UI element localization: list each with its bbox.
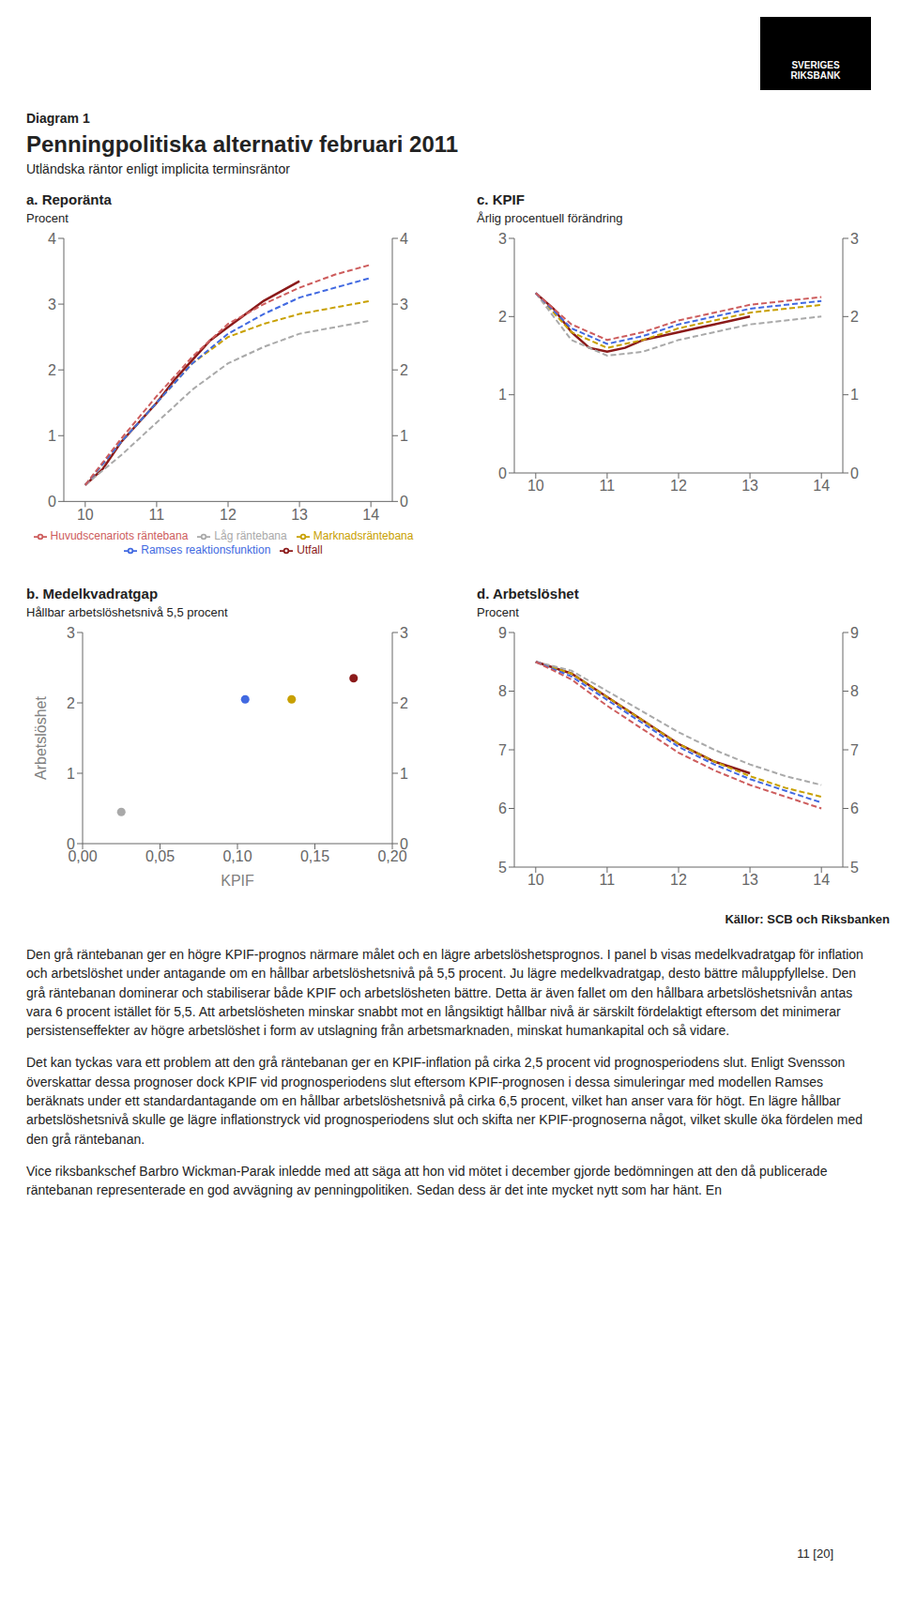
- svg-text:9: 9: [498, 625, 507, 642]
- svg-text:0,05: 0,05: [145, 848, 175, 865]
- html-text:Ramses reaktionsfunktion: Ramses reaktionsfunktion: [141, 543, 271, 557]
- svg-text:1: 1: [498, 386, 507, 403]
- svg-text:12: 12: [670, 871, 688, 888]
- svg-text:4: 4: [47, 230, 57, 247]
- svg-text:13: 13: [741, 871, 759, 888]
- html-text:Den grå räntebanan ger en högr: Den grå räntebanan ger en högre KPIF-pro…: [26, 946, 864, 1039]
- svg-text:3: 3: [399, 625, 409, 642]
- html-text:a. Reporänta: a. Reporänta: [26, 191, 112, 208]
- svg-text:14: 14: [812, 477, 830, 494]
- html-text:SVERIGES RIKSBANK: SVERIGES RIKSBANK: [790, 60, 841, 81]
- svg-text:0,10: 0,10: [222, 848, 252, 865]
- svg-text:6: 6: [498, 800, 507, 817]
- html-text:Årlig procentuell förändring: Årlig procentuell förändring: [476, 211, 623, 226]
- svg-text:5: 5: [850, 859, 859, 876]
- svg-text:0: 0: [498, 465, 507, 482]
- html-text:Procent: Procent: [476, 605, 519, 620]
- svg-text:3: 3: [47, 296, 57, 313]
- svg-text:10: 10: [527, 871, 545, 888]
- svg-text:3: 3: [399, 296, 409, 313]
- svg-text:KPIF: KPIF: [220, 872, 255, 889]
- svg-text:1: 1: [850, 386, 859, 403]
- svg-text:10: 10: [527, 477, 545, 494]
- svg-text:7: 7: [498, 742, 507, 759]
- svg-text:6: 6: [850, 800, 859, 817]
- html-text:Penningpolitiska alternativ fe: Penningpolitiska alternativ februari 201…: [26, 131, 459, 157]
- html-text:Utfall: Utfall: [296, 543, 323, 557]
- svg-text:5: 5: [498, 859, 507, 876]
- svg-text:3: 3: [66, 625, 76, 642]
- svg-text:0,00: 0,00: [67, 848, 98, 865]
- svg-text:14: 14: [812, 871, 830, 888]
- svg-text:3: 3: [850, 230, 859, 247]
- html-text:c. KPIF: c. KPIF: [476, 191, 525, 208]
- svg-text:11: 11: [599, 871, 616, 888]
- html-text:Det kan tyckas vara ett proble: Det kan tyckas vara ett problem att den …: [26, 1055, 863, 1147]
- html-text:Hållbar arbetslöshetsnivå 5,5: Hållbar arbetslöshetsnivå 5,5 procent: [26, 605, 228, 620]
- svg-text:7: 7: [850, 742, 859, 759]
- svg-text:0,15: 0,15: [300, 848, 330, 865]
- html-text:Vice riksbankschef Barbro Wick: Vice riksbankschef Barbro Wickman-Parak …: [26, 1163, 828, 1198]
- svg-text:2: 2: [399, 695, 409, 712]
- html-text:Procent: Procent: [26, 211, 69, 226]
- svg-text:0: 0: [399, 836, 409, 853]
- svg-text:2: 2: [850, 308, 859, 325]
- html-text:Låg räntebana: Låg räntebana: [214, 529, 287, 543]
- svg-text:1: 1: [66, 765, 76, 782]
- html-text:Huvudscenariots räntebana: Huvudscenariots räntebana: [50, 529, 188, 543]
- svg-text:11: 11: [599, 477, 616, 494]
- svg-text:3: 3: [498, 230, 507, 247]
- html-text:d. Arbetslöshet: d. Arbetslöshet: [476, 585, 579, 602]
- html-text:b. Medelkvadratgap: b. Medelkvadratgap: [26, 585, 158, 602]
- svg-text:2: 2: [47, 362, 57, 379]
- svg-text:0: 0: [850, 465, 859, 482]
- svg-text:2: 2: [399, 362, 409, 379]
- svg-text:4: 4: [399, 230, 409, 247]
- svg-text:2: 2: [498, 308, 507, 325]
- svg-text:1: 1: [399, 765, 409, 782]
- svg-text:12: 12: [670, 477, 688, 494]
- svg-text:0,20: 0,20: [377, 848, 407, 865]
- svg-text:8: 8: [498, 683, 507, 700]
- html-text:Marknadsräntebana: Marknadsräntebana: [313, 529, 414, 543]
- svg-text:1: 1: [399, 427, 409, 444]
- svg-text:12: 12: [219, 506, 237, 523]
- svg-text:0: 0: [47, 493, 57, 510]
- svg-text:9: 9: [850, 625, 859, 642]
- svg-text:13: 13: [741, 477, 759, 494]
- svg-text:1: 1: [47, 427, 57, 444]
- svg-text:8: 8: [850, 683, 859, 700]
- svg-text:13: 13: [290, 506, 308, 523]
- svg-text:14: 14: [362, 506, 380, 523]
- html-text:11 [20]: 11 [20]: [797, 1546, 834, 1561]
- html-text:Diagram 1: Diagram 1: [26, 110, 90, 126]
- html-text:Utländska räntor enligt implic: Utländska räntor enligt implicita termin…: [26, 161, 290, 177]
- svg-text:2: 2: [66, 695, 76, 712]
- html-text:Källor: SCB och Riksbanken: Källor: SCB och Riksbanken: [725, 912, 890, 927]
- svg-text:0: 0: [399, 493, 409, 510]
- svg-text:11: 11: [149, 506, 166, 523]
- svg-text:10: 10: [76, 506, 94, 523]
- svg-text:Arbetslöshet: Arbetslöshet: [32, 695, 49, 779]
- svg-text:0: 0: [66, 836, 76, 853]
